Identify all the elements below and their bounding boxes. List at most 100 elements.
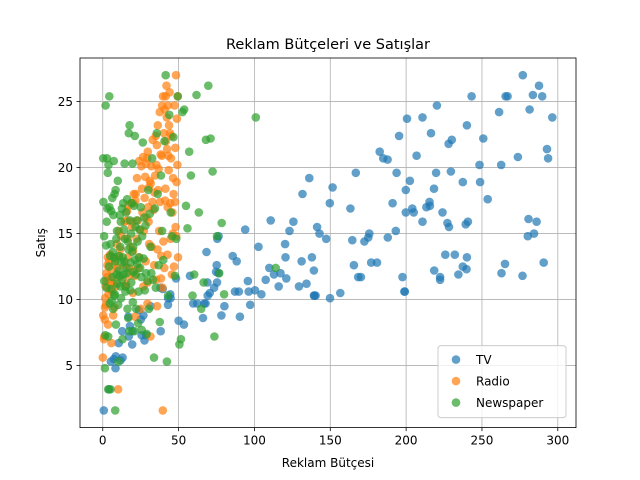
radio-point: [164, 165, 173, 175]
newspaper-point: [133, 319, 143, 328]
tv-point: [282, 274, 291, 283]
tv-point: [111, 363, 120, 373]
tv-point: [479, 134, 488, 143]
newspaper-point: [199, 278, 208, 287]
tv-point: [462, 121, 472, 130]
legend-box: [437, 345, 567, 419]
newspaper-point: [217, 218, 226, 228]
tv-point: [261, 275, 271, 285]
tv-point: [257, 290, 266, 299]
radio-point: [108, 311, 118, 320]
radio-point: [152, 301, 162, 311]
tv-point: [156, 326, 165, 336]
tv-point: [280, 239, 290, 249]
tv-point: [388, 198, 397, 208]
tv-point: [351, 168, 361, 178]
tv-point: [426, 128, 436, 138]
tv-point: [534, 81, 544, 90]
newspaper-point: [138, 138, 148, 147]
newspaper-point: [160, 136, 169, 146]
tv-point: [305, 173, 314, 183]
tv-point: [372, 258, 382, 267]
newspaper-point: [101, 101, 110, 110]
newspaper-point: [162, 357, 172, 366]
newspaper-point: [161, 70, 170, 80]
legend-marker-newspaper: [451, 398, 461, 407]
tv-point: [432, 101, 442, 110]
tv-point: [285, 226, 294, 236]
newspaper-point: [130, 326, 139, 336]
newspaper-point: [109, 210, 118, 220]
tv-point: [450, 250, 460, 259]
newspaper-point: [102, 217, 111, 226]
tv-point: [513, 152, 523, 162]
radio-point: [162, 81, 171, 90]
newspaper-point: [120, 159, 129, 168]
tv-point: [254, 242, 263, 252]
tv-point: [198, 313, 208, 323]
tv-point: [405, 176, 415, 186]
y-axis-label: Satış: [34, 228, 48, 257]
newspaper-point: [176, 334, 186, 344]
newspaper-point: [148, 275, 158, 285]
tv-point: [139, 311, 148, 320]
tv-point: [269, 270, 279, 279]
tv-point: [402, 114, 412, 123]
newspaper-point: [212, 231, 222, 241]
tv-point: [394, 131, 404, 141]
newspaper-point: [186, 171, 196, 180]
radio-point: [152, 140, 162, 150]
radio-point: [146, 179, 155, 188]
newspaper-point: [103, 332, 113, 341]
tv-point: [444, 222, 454, 232]
radio-point: [154, 164, 163, 174]
tv-point: [281, 252, 290, 262]
newspaper-point: [204, 81, 213, 90]
newspaper-point: [113, 176, 123, 186]
newspaper-point: [129, 201, 139, 211]
x-tick-label: 250: [471, 434, 494, 448]
tv-point: [525, 105, 534, 114]
tv-point: [398, 272, 407, 282]
tv-point: [483, 194, 493, 204]
newspaper-point: [170, 271, 180, 281]
newspaper-point: [192, 90, 201, 100]
radio-point: [159, 128, 169, 138]
tv-point: [307, 252, 317, 262]
tv-point: [212, 278, 222, 287]
y-tick-label: 15: [58, 227, 73, 241]
radio-point: [161, 184, 170, 193]
newspaper-point: [114, 357, 123, 366]
newspaper-point: [127, 278, 136, 287]
newspaper-point: [106, 385, 115, 394]
x-tick-label: 150: [319, 434, 342, 448]
x-axis-label: Reklam Bütçesi: [282, 456, 374, 470]
radio-point: [143, 147, 153, 156]
legend-label-tv: TV: [475, 353, 492, 367]
tv-point: [475, 177, 485, 187]
tv-point: [431, 168, 441, 178]
tv-point: [312, 222, 322, 232]
radio-point: [166, 154, 176, 163]
newspaper-point: [122, 268, 131, 278]
newspaper-point: [169, 132, 178, 142]
tv-point: [117, 326, 127, 336]
series-newspaper: [98, 70, 281, 415]
newspaper-point: [194, 208, 204, 217]
legend-marker-tv: [451, 355, 461, 364]
newspaper-point: [100, 276, 109, 286]
tv-point: [245, 300, 255, 310]
tv-point: [383, 233, 393, 242]
tv-point: [265, 263, 274, 273]
newspaper-point: [179, 105, 189, 114]
chart-title: Reklam Bütçeleri ve Satışlar: [226, 37, 430, 53]
x-tick-label: 0: [99, 434, 107, 448]
newspaper-point: [208, 167, 217, 176]
newspaper-point: [165, 110, 174, 120]
tv-point: [494, 107, 504, 117]
tv-point: [289, 217, 298, 226]
tv-point: [348, 235, 357, 245]
radio-point: [107, 338, 116, 348]
tv-point: [418, 113, 427, 122]
